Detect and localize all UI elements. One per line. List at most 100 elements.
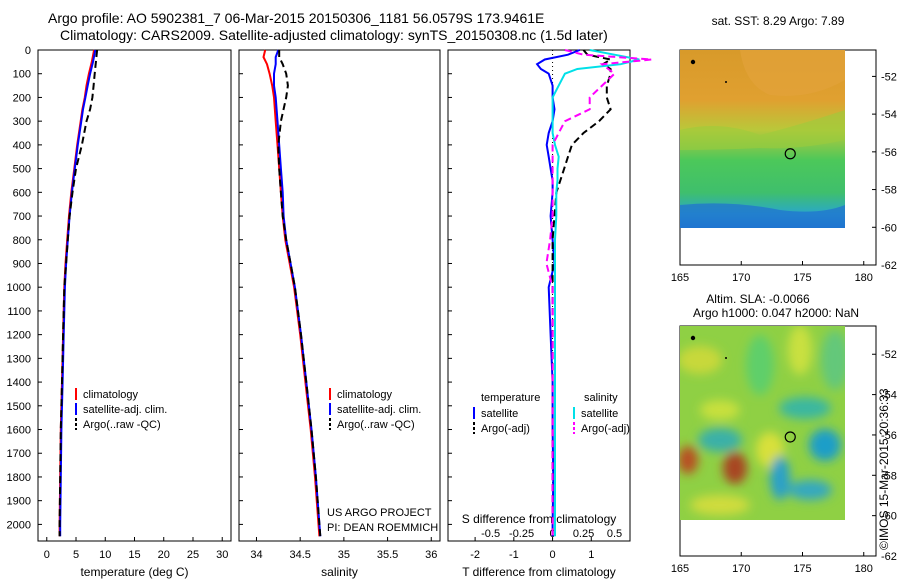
x-tick-label: 0: [549, 549, 555, 561]
salinity-diff-tick-label: -0.25: [509, 528, 534, 540]
map-y-tick-label: -62: [881, 551, 897, 563]
depth-tick-label: 1600: [7, 425, 31, 437]
sla-map: 165 170 175 180 -52 -54 -56 -58 -60 -62 Altim. SL…: [671, 292, 897, 575]
legend-label: Argo(..raw -QC): [337, 419, 415, 431]
project-note-line2: PI: DEAN ROEMMICH: [327, 522, 438, 534]
x-axis-label: T difference from climatology: [462, 565, 616, 579]
legend-label: satellite-adj. clim.: [83, 404, 167, 416]
x-tick-label: 20: [158, 549, 170, 561]
island-marker: [725, 81, 727, 83]
depth-tick-label: 200: [13, 92, 31, 104]
depth-tick-label: 1500: [7, 401, 31, 413]
legend-label: Argo(-adj): [481, 423, 530, 435]
map-y-tick-label: -54: [881, 390, 897, 402]
difference-title: S difference from climatology: [462, 512, 617, 526]
legend-label: satellite: [481, 408, 518, 420]
x-tick-label: 36: [425, 549, 437, 561]
map-x-tick-label: 170: [732, 563, 750, 575]
legend-header-salinity: salinity: [584, 392, 618, 404]
depth-tick-label: 1900: [7, 496, 31, 508]
sla-eddy: [698, 428, 742, 452]
depth-tick-label: 500: [13, 164, 31, 176]
difference-axes-frame: [447, 49, 631, 542]
float-position-marker: [784, 148, 796, 160]
figure-title-line1: Argo profile: AO 5902381_7 06-Mar-2015 2…: [48, 10, 545, 26]
sla-eddy: [700, 400, 740, 420]
depth-tick-label: 1700: [7, 448, 31, 460]
salinity-diff-tick-label: 0.25: [573, 528, 594, 540]
depth-tick-label: 700: [13, 211, 31, 223]
depth-tick-label: 300: [13, 116, 31, 128]
island-marker: [690, 59, 696, 65]
sla-eddy: [680, 346, 722, 374]
map-y-tick-label: -58: [881, 185, 897, 197]
sla-eddy: [809, 429, 841, 461]
depth-tick-label: 1100: [7, 306, 31, 318]
x-tick-label: 35: [338, 549, 350, 561]
depth-tick-label: 900: [13, 258, 31, 270]
x-tick-label: 0: [44, 549, 50, 561]
map-y-tick-label: -60: [881, 511, 897, 523]
sla-map-axes: 165 170 175 180 -52 -54 -56 -58 -60 -62: [671, 335, 897, 575]
project-note-line1: US ARGO PROJECT: [327, 507, 432, 519]
sla-eddy: [690, 495, 750, 515]
depth-tick-label: 800: [13, 235, 31, 247]
x-tick-label: 5: [73, 549, 79, 561]
x-tick-label: -1: [509, 549, 519, 561]
legend-label: climatology: [83, 389, 139, 401]
island-marker: [690, 335, 696, 341]
x-tick-label: 10: [99, 549, 111, 561]
sla-eddy: [779, 397, 831, 419]
temperature-plot: 0 5 10 15 20 25 30 temperature (deg C) climatolo…: [44, 49, 228, 579]
depth-tick-label: 1000: [7, 282, 31, 294]
figure-title-line2: Climatology: CARS2009. Satellite-adjuste…: [60, 27, 608, 43]
salinity-diff-tick-label: 0.5: [607, 528, 622, 540]
legend-label: climatology: [337, 389, 393, 401]
sla-eddy: [788, 480, 832, 500]
sst-map-title: sat. SST: 8.29 Argo: 7.89: [712, 14, 845, 28]
depth-tick-label: 1400: [7, 377, 31, 389]
map-x-tick-label: 175: [793, 272, 811, 284]
sla-eddy: [680, 446, 698, 474]
depth-tick-label: 100: [13, 69, 31, 81]
map-x-tick-label: 170: [732, 272, 750, 284]
map-y-tick-label: -52: [881, 349, 897, 361]
x-tick-label: 15: [128, 549, 140, 561]
series-line: [58, 49, 99, 537]
x-tick-label: 34.5: [289, 549, 310, 561]
map-y-tick-label: -58: [881, 470, 897, 482]
sla-eddy: [746, 335, 774, 395]
sst-front: [680, 110, 845, 150]
depth-tick-label: 1300: [7, 353, 31, 365]
sst-map-axes: 165 170 175 180 -52 -54 -56 -58 -60 -62: [671, 59, 897, 284]
map-x-tick-label: 165: [671, 272, 689, 284]
x-tick-label: 34: [250, 549, 262, 561]
sst-cold-patch: [680, 203, 845, 228]
x-tick-label: 25: [187, 549, 199, 561]
x-axis-label: salinity: [321, 565, 358, 579]
map-x-tick-label: 175: [793, 563, 811, 575]
difference-plot: -2 -1 0 1 T difference from climatology -0.5-…: [462, 49, 652, 579]
x-axis-label: temperature (deg C): [80, 565, 188, 579]
depth-tick-label: 400: [13, 140, 31, 152]
x-tick-label: 30: [216, 549, 228, 561]
temperature-axes-frame: [37, 49, 232, 542]
island-marker: [725, 357, 727, 359]
map-y-tick-label: -56: [881, 147, 897, 159]
x-tick-label: 35.5: [377, 549, 398, 561]
x-tick-label: 1: [588, 549, 594, 561]
series-line: [545, 49, 652, 537]
sla-map-title-line1: Altim. SLA: -0.0066: [706, 292, 810, 306]
series-line: [535, 49, 581, 537]
sst-warm-patch: [740, 50, 845, 96]
credit-text: ©IMOS 15-Mar-2015 20:36:33: [877, 388, 891, 550]
map-x-tick-label: 165: [671, 563, 689, 575]
depth-tick-label: 0: [25, 45, 31, 57]
depth-axis: 0 100 200 300 400 500 600 700 800 900 1000 1100 1200…: [7, 45, 452, 531]
sla-eddy: [723, 452, 747, 484]
map-x-tick-label: 180: [855, 563, 873, 575]
legend-header-temperature: temperature: [481, 392, 540, 404]
map-x-tick-label: 180: [855, 272, 873, 284]
map-y-tick-label: -60: [881, 222, 897, 234]
legend-label: satellite: [581, 408, 618, 420]
